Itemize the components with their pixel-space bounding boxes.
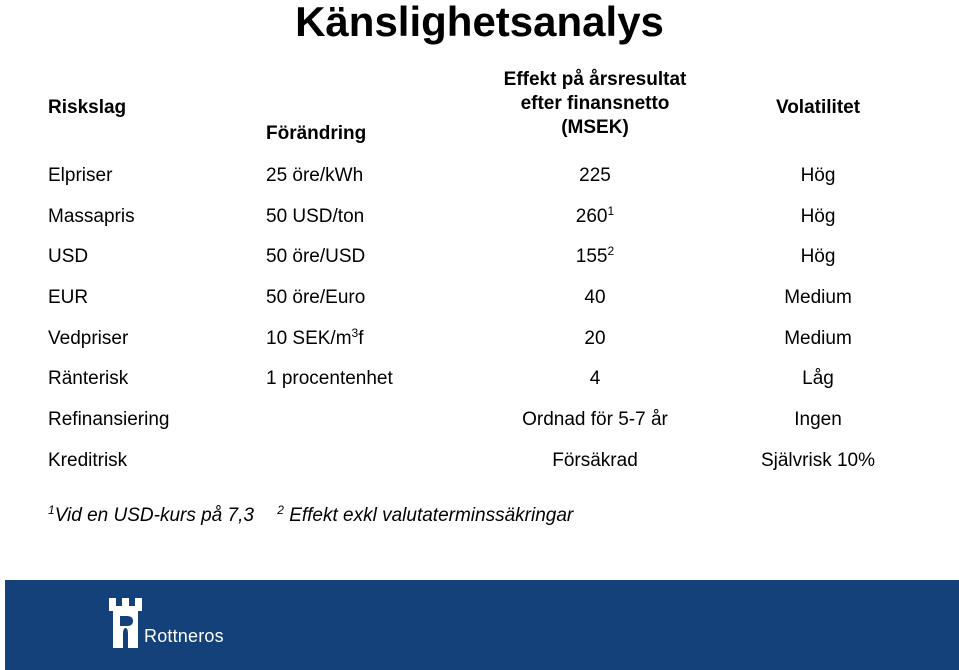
effect-value: 20: [584, 327, 606, 349]
footnote-text: Effekt exkl valutaterminssäkringar: [289, 505, 574, 526]
change-unit-tail: f: [358, 327, 364, 349]
footnotes: 1Vid en USD-kurs på 7,3 2 Effekt exkl va…: [48, 504, 573, 528]
cell-volatilitet: Hög: [800, 205, 836, 227]
cell-effekt: 4: [480, 367, 710, 391]
cell-forandring: 25 öre/kWh: [266, 165, 364, 186]
cell-volatilitet: Medium: [784, 287, 852, 309]
cell-riskslag: EUR: [48, 287, 89, 309]
header-effekt: Effekt på årsresultat efter finansnetto …: [480, 68, 710, 140]
cell-riskslag: Massapris: [48, 205, 135, 227]
cell-riskslag: USD: [48, 246, 89, 268]
cell-riskslag: Ränterisk: [48, 368, 129, 390]
effect-value: 225: [579, 165, 611, 186]
effect-value: Ordnad för 5-7 år: [522, 409, 668, 431]
footer-band: Rottneros: [5, 580, 959, 670]
header-effekt-line2: efter finansnetto: [520, 93, 670, 114]
cell-forandring: 50 USD/ton: [266, 205, 365, 227]
rottneros-logo: Rottneros: [109, 598, 249, 658]
cell-effekt: 1552: [480, 245, 710, 269]
cell-effekt: Ordnad för 5-7 år: [480, 408, 710, 432]
footnote-1: 1Vid en USD-kurs på 7,3: [48, 504, 254, 528]
cell-riskslag: Kreditrisk: [48, 449, 128, 471]
effect-value: 260: [575, 205, 608, 227]
footnote-mark: 1: [48, 503, 55, 517]
unit-superscript: 3: [351, 325, 359, 340]
footnote-ref: 2: [607, 244, 615, 259]
cell-forandring: 10 SEK/m3f: [266, 327, 364, 351]
header-riskslag: Riskslag: [48, 97, 127, 118]
table-row: Massapris 50 USD/ton 2601 Hög: [0, 205, 959, 246]
table-row: Kreditrisk Försäkrad Självrisk 10%: [0, 449, 959, 490]
table-row: Refinansiering Ordnad för 5-7 år Ingen: [0, 408, 959, 449]
header-effekt-line3: (MSEK): [561, 117, 629, 138]
page-title: Känslighetsanalys: [295, 0, 664, 45]
cell-volatilitet: Hög: [800, 165, 836, 186]
cell-effekt: 40: [480, 286, 710, 310]
effect-value: 4: [589, 368, 601, 390]
cell-volatilitet: Självrisk 10%: [760, 449, 876, 471]
cell-volatilitet: Ingen: [794, 409, 842, 431]
cell-forandring: 50 öre/Euro: [266, 287, 366, 309]
header-forandring: Förändring: [266, 123, 367, 144]
footnote-text: Vid en USD-kurs på 7,3: [54, 505, 254, 526]
cell-forandring: 1 procentenhet: [266, 368, 393, 390]
table-row: Elpriser 25 öre/kWh 225 Hög: [0, 164, 959, 205]
table-row: EUR 50 öre/Euro 40 Medium: [0, 286, 959, 327]
cell-riskslag: Refinansiering: [48, 409, 170, 431]
cell-volatilitet: Låg: [802, 368, 834, 390]
change-value: 10 SEK/m: [266, 327, 352, 349]
cell-effekt: 2601: [480, 205, 710, 229]
table-row: Ränterisk 1 procentenhet 4 Låg: [0, 367, 959, 408]
cell-effekt: 20: [480, 327, 710, 351]
effect-value: 40: [584, 287, 606, 309]
brand-name: Rottneros: [144, 626, 224, 646]
effect-value: Försäkrad: [552, 449, 638, 471]
cell-riskslag: Elpriser: [48, 165, 113, 186]
cell-effekt: Försäkrad: [480, 449, 710, 473]
footnote-2: 2 Effekt exkl valutaterminssäkringar: [277, 504, 573, 528]
footnote-ref: 1: [607, 203, 615, 218]
header-effekt-line1: Effekt på årsresultat: [503, 69, 687, 90]
cell-riskslag: Vedpriser: [48, 327, 129, 349]
sensitivity-table: Elpriser 25 öre/kWh 225 Hög Massapris 50…: [0, 164, 959, 490]
cell-effekt: 225: [480, 164, 710, 188]
table-row: Vedpriser 10 SEK/m3f 20 Medium: [0, 327, 959, 368]
effect-value: 155: [575, 246, 608, 268]
header-volatilitet: Volatilitet: [775, 97, 861, 118]
castle-tower-icon: [109, 598, 142, 648]
cell-volatilitet: Hög: [800, 246, 836, 268]
cell-volatilitet: Medium: [784, 327, 852, 349]
cell-forandring: 50 öre/USD: [266, 246, 366, 268]
table-row: USD 50 öre/USD 1552 Hög: [0, 245, 959, 286]
footnote-mark: 2: [277, 503, 284, 517]
